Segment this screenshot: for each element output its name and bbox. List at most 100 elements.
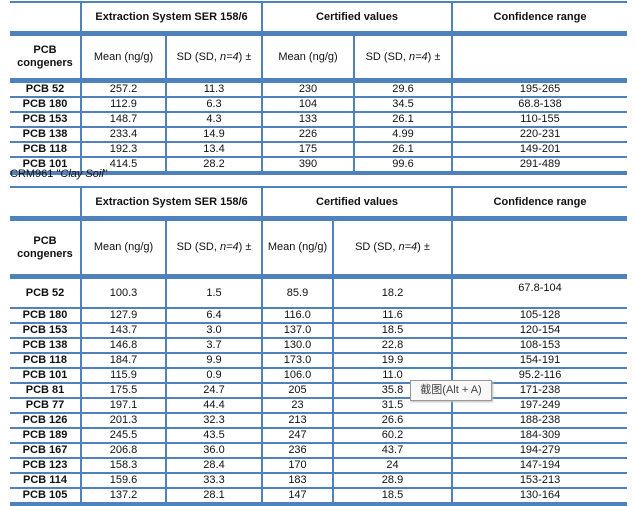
mean-cell: 115.9 bbox=[80, 367, 166, 383]
confidence-range-cell: 195-265 bbox=[451, 78, 627, 97]
congener-cell: PCB 77 bbox=[10, 397, 81, 413]
sd-header: SD (SD, n=4) ± bbox=[165, 31, 262, 81]
sd-cell: 3.7 bbox=[165, 337, 262, 353]
confidence-range-cell: 154-191 bbox=[451, 352, 627, 368]
table-row: PCB 77 197.1 44.4 23 31.5 197-249 bbox=[10, 397, 627, 413]
congener-cell: PCB 52 bbox=[10, 274, 81, 308]
certified-sd-cell: 26.1 bbox=[352, 141, 453, 157]
results-table-2: Extraction System SER 158/6 Certified va… bbox=[10, 186, 627, 506]
certified-mean-cell: 116.0 bbox=[261, 307, 333, 323]
certified-mean-cell: 170 bbox=[261, 457, 333, 473]
congener-cell: PCB 180 bbox=[10, 307, 81, 323]
certified-sd-cell: 28.9 bbox=[331, 472, 453, 488]
sd-cell: 28.1 bbox=[165, 487, 262, 506]
congener-cell: PCB 52 bbox=[10, 78, 81, 97]
certified-mean-cell: 183 bbox=[261, 472, 333, 488]
confidence-range-cell: 171-238 bbox=[451, 382, 627, 398]
certified-sd-cell: 22.8 bbox=[331, 337, 453, 353]
table-row: PCB 123 158.3 28.4 170 24 147-194 bbox=[10, 457, 627, 473]
certified-mean-cell: 247 bbox=[261, 427, 333, 443]
certified-sd-cell: 11.6 bbox=[331, 307, 453, 323]
sd-cell: 4.3 bbox=[165, 111, 262, 127]
table-row: PCB 138 233.4 14.9 226 4.99 220-231 bbox=[10, 126, 627, 142]
sd-cell: 3.0 bbox=[165, 322, 262, 338]
confidence-range-cell: 194-279 bbox=[451, 442, 627, 458]
mean-cell: 146.8 bbox=[80, 337, 166, 353]
congener-cell: PCB 101 bbox=[10, 367, 81, 383]
confidence-range-cell: 120-154 bbox=[451, 322, 627, 338]
table-row: PCB 101 414.5 28.2 390 99.6 291-489 bbox=[10, 156, 627, 175]
certified-mean-cell: 85.9 bbox=[261, 274, 333, 308]
certified-mean-cell: 133 bbox=[261, 111, 354, 127]
mean-cell: 100.3 bbox=[80, 274, 166, 308]
certified-mean-cell: 175 bbox=[261, 141, 354, 157]
mean-cell: 158.3 bbox=[80, 457, 166, 473]
sd-cell: 9.9 bbox=[165, 352, 262, 368]
certified-mean-header: Mean (ng/g) bbox=[261, 31, 354, 81]
table-caption: CRM961 "Clay Soil" bbox=[10, 168, 108, 180]
certified-sd-cell: 19.9 bbox=[331, 352, 453, 368]
congener-cell: PCB 167 bbox=[10, 442, 81, 458]
mean-cell: 197.1 bbox=[80, 397, 166, 413]
table-row: PCB 101 115.9 0.9 106.0 11.0 95.2-116 bbox=[10, 367, 627, 383]
certified-mean-header: Mean (ng/g) bbox=[261, 216, 333, 277]
certified-sd-header: SD (SD, n=4) ± bbox=[331, 216, 453, 277]
certified-values-header: Certified values bbox=[260, 1, 453, 34]
confidence-range-cell: 67.8-104 bbox=[451, 274, 627, 308]
sd-cell: 28.4 bbox=[165, 457, 262, 473]
sd-header: SD (SD, n=4) ± bbox=[165, 216, 262, 277]
sd-cell: 36.0 bbox=[165, 442, 262, 458]
certified-values-header: Certified values bbox=[260, 186, 453, 219]
certified-sd-cell: 60.2 bbox=[331, 427, 453, 443]
congener-cell: PCB 138 bbox=[10, 337, 81, 353]
certified-mean-cell: 213 bbox=[261, 412, 333, 428]
sd-cell: 28.2 bbox=[165, 156, 262, 175]
certified-mean-cell: 173.0 bbox=[261, 352, 333, 368]
mean-cell: 148.7 bbox=[80, 111, 166, 127]
confidence-range-cell: 68.8-138 bbox=[451, 96, 627, 112]
confidence-range-cell: 188-238 bbox=[451, 412, 627, 428]
table-row: PCB 105 137.2 28.1 147 18.5 130-164 bbox=[10, 487, 627, 506]
table-row: PCB 114 159.6 33.3 183 28.9 153-213 bbox=[10, 472, 627, 488]
certified-mean-cell: 130.0 bbox=[261, 337, 333, 353]
table-row: PCB 126 201.3 32.3 213 26.6 188-238 bbox=[10, 412, 627, 428]
confidence-range-cell: 95.2-116 bbox=[451, 367, 627, 383]
corner-cell bbox=[10, 186, 81, 219]
congeners-header: PCB congeners bbox=[10, 216, 81, 277]
congener-cell: PCB 138 bbox=[10, 126, 81, 142]
confidence-range-cell: 130-164 bbox=[451, 487, 627, 506]
congener-cell: PCB 153 bbox=[10, 322, 81, 338]
certified-sd-cell: 43.7 bbox=[331, 442, 453, 458]
table-row: PCB 180 112.9 6.3 104 34.5 68.8-138 bbox=[10, 96, 627, 112]
certified-mean-cell: 104 bbox=[261, 96, 354, 112]
certified-sd-cell: 11.0 bbox=[331, 367, 453, 383]
table-row: PCB 118 192.3 13.4 175 26.1 149-201 bbox=[10, 141, 627, 157]
mean-cell: 184.7 bbox=[80, 352, 166, 368]
sd-cell: 6.4 bbox=[165, 307, 262, 323]
table-row: PCB 118 184.7 9.9 173.0 19.9 154-191 bbox=[10, 352, 627, 368]
confidence-range-cell: 147-194 bbox=[451, 457, 627, 473]
table-row: PCB 167 206.8 36.0 236 43.7 194-279 bbox=[10, 442, 627, 458]
congener-cell: PCB 126 bbox=[10, 412, 81, 428]
certified-mean-cell: 236 bbox=[261, 442, 333, 458]
confidence-range-header: Confidence range bbox=[451, 186, 627, 219]
confidence-range-cell: 153-213 bbox=[451, 472, 627, 488]
certified-sd-cell: 18.2 bbox=[331, 274, 453, 308]
corner-cell bbox=[10, 1, 81, 34]
certified-mean-cell: 147 bbox=[261, 487, 333, 506]
table-row: PCB 52 100.3 1.5 85.9 18.2 67.8-104 bbox=[10, 274, 627, 308]
confidence-range-header: Confidence range bbox=[451, 1, 627, 34]
mean-cell: 159.6 bbox=[80, 472, 166, 488]
congener-cell: PCB 123 bbox=[10, 457, 81, 473]
certified-sd-cell: 29.6 bbox=[352, 78, 453, 97]
certified-sd-cell: 26.1 bbox=[352, 111, 453, 127]
certified-sd-cell: 26.6 bbox=[331, 412, 453, 428]
certified-mean-cell: 230 bbox=[261, 78, 354, 97]
confidence-range-cell: 184-309 bbox=[451, 427, 627, 443]
certified-sd-cell: 18.5 bbox=[331, 322, 453, 338]
confidence-range-cell: 197-249 bbox=[451, 397, 627, 413]
certified-mean-cell: 137.0 bbox=[261, 322, 333, 338]
mean-header: Mean (ng/g) bbox=[80, 31, 166, 81]
sd-cell: 11.3 bbox=[165, 78, 262, 97]
confidence-range-cell: 291-489 bbox=[451, 156, 627, 175]
